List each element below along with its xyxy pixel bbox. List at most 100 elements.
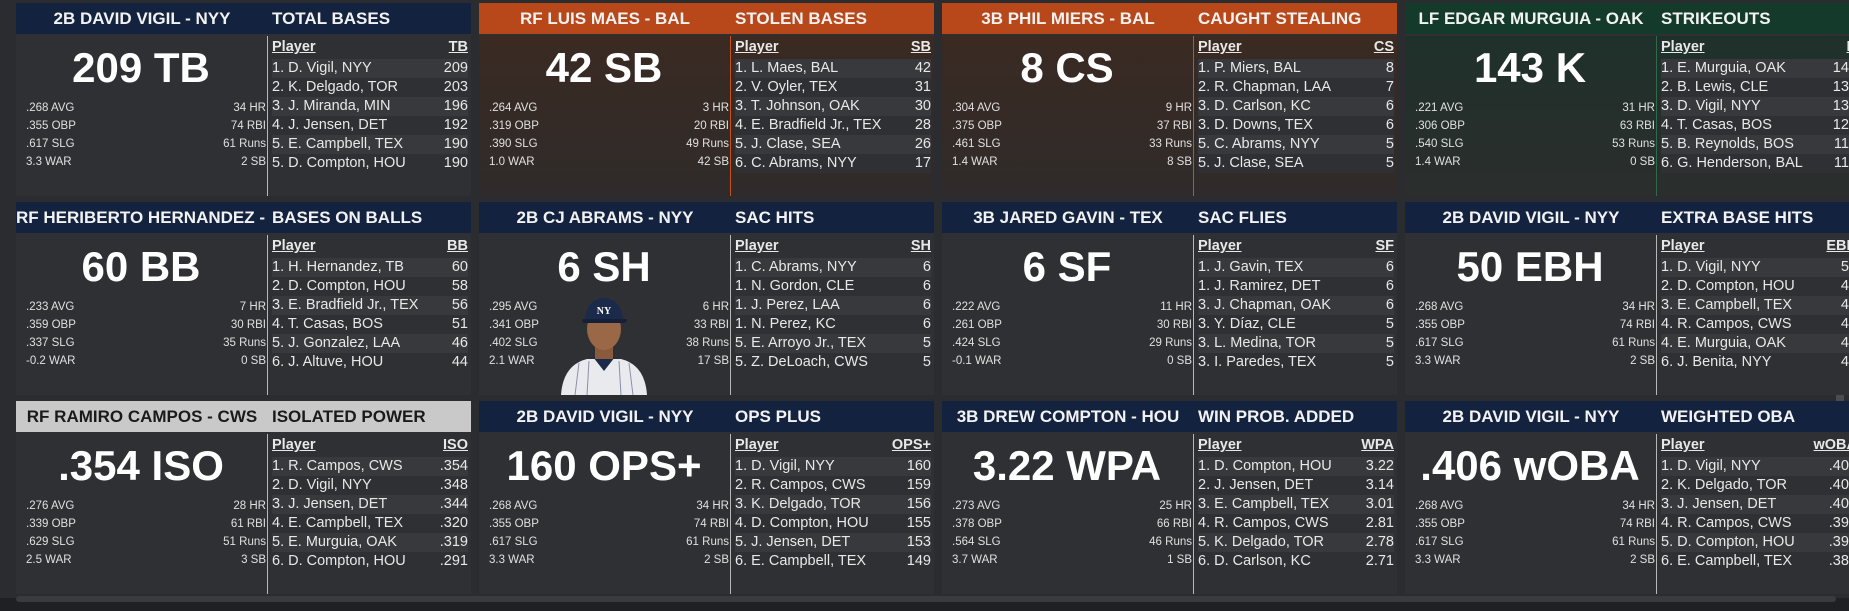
leader-row[interactable]: 5. E. Campbell, TEX 190	[272, 135, 468, 154]
leader-card-sac-flies[interactable]: 3B JARED GAVIN - TEX SAC FLIES 6 SF .222…	[942, 202, 1397, 395]
player-column-header[interactable]: Player	[735, 437, 779, 453]
leader-row[interactable]: 2. D. Compton, HOU 58	[272, 277, 468, 296]
leader-row[interactable]: 2. V. Oyler, TEX 31	[735, 78, 931, 97]
player-column-header[interactable]: Player	[1661, 238, 1705, 254]
leader-row[interactable]: 5. E. Murguia, OAK .319	[272, 533, 468, 552]
leader-row[interactable]: 3. L. Medina, TOR 5	[1198, 334, 1394, 353]
player-column-header[interactable]: Player	[735, 39, 779, 55]
leader-row[interactable]: 1. J. Perez, LAA 6	[735, 296, 931, 315]
leader-row[interactable]: 3. D. Carlson, KC 6	[1198, 97, 1394, 116]
leader-row[interactable]: 5. D. Compton, HOU .394	[1661, 533, 1849, 552]
leader-row[interactable]: 6. D. Carlson, KC 2.71	[1198, 552, 1394, 571]
leader-row[interactable]: 5. C. Abrams, NYY 5	[1198, 135, 1394, 154]
leader-row[interactable]: 1. P. Miers, BAL 8	[1198, 59, 1394, 78]
leader-row[interactable]: 1. J. Ramirez, DET 6	[1198, 277, 1394, 296]
leader-row[interactable]: 4. R. Campos, CWS 2.81	[1198, 514, 1394, 533]
leader-row[interactable]: 4. E. Campbell, TEX .320	[272, 514, 468, 533]
leader-row[interactable]: 5. J. Clase, SEA 5	[1198, 154, 1394, 173]
leader-card-bases-on-balls[interactable]: RF HERIBERTO HERNANDEZ - TB BASES ON BAL…	[16, 202, 471, 395]
leader-row[interactable]: 1. E. Murguia, OAK 143	[1661, 59, 1849, 78]
leader-card-strikeouts[interactable]: LF EDGAR MURGUIA - OAK STRIKEOUTS 143 K …	[1405, 3, 1849, 196]
leader-row[interactable]: 2. D. Compton, HOU 47	[1661, 277, 1849, 296]
player-column-header[interactable]: Player	[272, 238, 316, 254]
leader-row[interactable]: 6. J. Benita, NYY 44	[1661, 353, 1849, 372]
player-column-header[interactable]: Player	[272, 39, 316, 55]
leader-row[interactable]: 5. D. Compton, HOU 190	[272, 154, 468, 173]
player-column-header[interactable]: Player	[735, 238, 779, 254]
leader-row[interactable]: 4. T. Casas, BOS 127	[1661, 116, 1849, 135]
leader-row[interactable]: 5. E. Arroyo Jr., TEX 5	[735, 334, 931, 353]
leader-row[interactable]: 2. D. Vigil, NYY .348	[272, 476, 468, 495]
leader-row[interactable]: 2. J. Jensen, DET 3.14	[1198, 476, 1394, 495]
leader-row[interactable]: 5. J. Clase, SEA 26	[735, 135, 931, 154]
leader-row[interactable]: 5. K. Delgado, TOR 2.78	[1198, 533, 1394, 552]
stat-column-header[interactable]: CS	[1373, 39, 1394, 55]
leader-row[interactable]: 1. N. Gordon, CLE 6	[735, 277, 931, 296]
leader-row[interactable]: 5. J. Jensen, DET 153	[735, 533, 931, 552]
leader-row[interactable]: 5. Z. DeLoach, CWS 5	[735, 353, 931, 372]
leader-row[interactable]: 4. E. Bradfield Jr., TEX 28	[735, 116, 931, 135]
leader-row[interactable]: 2. K. Delgado, TOR .402	[1661, 476, 1849, 495]
leader-card-weighted-oba[interactable]: 2B DAVID VIGIL - NYY WEIGHTED OBA .406 w…	[1405, 401, 1849, 594]
leader-row[interactable]: 2. K. Delgado, TOR 203	[272, 78, 468, 97]
leader-row[interactable]: 3. J. Chapman, OAK 6	[1198, 296, 1394, 315]
leader-card-sac-hits[interactable]: 2B CJ ABRAMS - NYY SAC HITS 6 SH .295 AV…	[479, 202, 934, 395]
stat-column-header[interactable]: OPS+	[891, 437, 931, 453]
leader-row[interactable]: 1. H. Hernandez, TB 60	[272, 258, 468, 277]
stat-column-header[interactable]: EBH	[1826, 238, 1849, 254]
leader-row[interactable]: 2. B. Lewis, CLE 136	[1661, 78, 1849, 97]
player-column-header[interactable]: Player	[1198, 39, 1242, 55]
player-column-header[interactable]: Player	[1198, 238, 1242, 254]
leader-row[interactable]: 6. C. Abrams, NYY 17	[735, 154, 931, 173]
leader-row[interactable]: 4. T. Casas, BOS 51	[272, 315, 468, 334]
player-column-header[interactable]: Player	[1661, 39, 1705, 55]
leader-row[interactable]: 1. D. Compton, HOU 3.22	[1198, 457, 1394, 476]
leader-row[interactable]: 1. L. Maes, BAL 42	[735, 59, 931, 78]
leader-row[interactable]: 3. I. Paredes, TEX 5	[1198, 353, 1394, 372]
stat-column-header[interactable]: TB	[448, 39, 468, 55]
stat-column-header[interactable]: BB	[447, 238, 468, 254]
leader-row[interactable]: 1. D. Vigil, NYY 160	[735, 457, 931, 476]
leader-row[interactable]: 2. R. Campos, CWS 159	[735, 476, 931, 495]
leader-row[interactable]: 4. R. Campos, CWS 45	[1661, 315, 1849, 334]
stat-column-header[interactable]: SF	[1375, 238, 1394, 254]
stat-column-header[interactable]: wOBA	[1813, 437, 1849, 453]
leader-row[interactable]: 3. J. Jensen, DET .344	[272, 495, 468, 514]
leader-row[interactable]: 3. Y. Díaz, CLE 5	[1198, 315, 1394, 334]
leader-row[interactable]: 3. K. Delgado, TOR 156	[735, 495, 931, 514]
leader-row[interactable]: 2. R. Chapman, LAA 7	[1198, 78, 1394, 97]
leader-row[interactable]: 1. R. Campos, CWS .354	[272, 457, 468, 476]
stat-column-header[interactable]: K	[1847, 39, 1849, 55]
leader-row[interactable]: 3. E. Campbell, TEX 3.01	[1198, 495, 1394, 514]
leader-row[interactable]: 3. J. Miranda, MIN 196	[272, 97, 468, 116]
leader-row[interactable]: 6. E. Campbell, TEX 149	[735, 552, 931, 571]
leader-row[interactable]: 1. J. Gavin, TEX 6	[1198, 258, 1394, 277]
leader-row[interactable]: 1. D. Vigil, NYY 209	[272, 59, 468, 78]
stat-column-header[interactable]: SB	[910, 39, 931, 55]
leader-card-ops-plus[interactable]: 2B DAVID VIGIL - NYY OPS PLUS 160 OPS+ .…	[479, 401, 934, 594]
leader-row[interactable]: 3. D. Downs, TEX 6	[1198, 116, 1394, 135]
leader-row[interactable]: 3. J. Jensen, DET .400	[1661, 495, 1849, 514]
leader-row[interactable]: 1. N. Perez, KC 6	[735, 315, 931, 334]
leader-card-caught-stealing[interactable]: 3B PHIL MIERS - BAL CAUGHT STEALING 8 CS…	[942, 3, 1397, 196]
leader-card-isolated-power[interactable]: RF RAMIRO CAMPOS - CWS ISOLATED POWER .3…	[16, 401, 471, 594]
leader-row[interactable]: 6. J. Altuve, HOU 44	[272, 353, 468, 372]
leader-row[interactable]: 4. R. Campos, CWS .398	[1661, 514, 1849, 533]
leader-card-total-bases[interactable]: 2B DAVID VIGIL - NYY TOTAL BASES 209 TB …	[16, 3, 471, 196]
leader-row[interactable]: 1. C. Abrams, NYY 6	[735, 258, 931, 277]
leader-row[interactable]: 3. T. Johnson, OAK 30	[735, 97, 931, 116]
stat-column-header[interactable]: ISO	[443, 437, 468, 453]
leader-card-stolen-bases[interactable]: RF LUIS MAES - BAL STOLEN BASES 42 SB .2…	[479, 3, 934, 196]
leader-row[interactable]: 1. D. Vigil, NYY .406	[1661, 457, 1849, 476]
leader-row[interactable]: 3. E. Bradfield Jr., TEX 56	[272, 296, 468, 315]
player-column-header[interactable]: Player	[1661, 437, 1705, 453]
player-column-header[interactable]: Player	[272, 437, 316, 453]
stat-column-header[interactable]: WPA	[1361, 437, 1394, 453]
leader-row[interactable]: 4. J. Jensen, DET 192	[272, 116, 468, 135]
leader-row[interactable]: 6. G. Henderson, BAL 116	[1661, 154, 1849, 173]
leader-row[interactable]: 4. E. Murguia, OAK 45	[1661, 334, 1849, 353]
leader-card-extra-base-hits[interactable]: 2B DAVID VIGIL - NYY EXTRA BASE HITS 50 …	[1405, 202, 1849, 395]
leader-row[interactable]: 5. B. Reynolds, BOS 118	[1661, 135, 1849, 154]
leader-row[interactable]: 1. D. Vigil, NYY 50	[1661, 258, 1849, 277]
player-column-header[interactable]: Player	[1198, 437, 1242, 453]
